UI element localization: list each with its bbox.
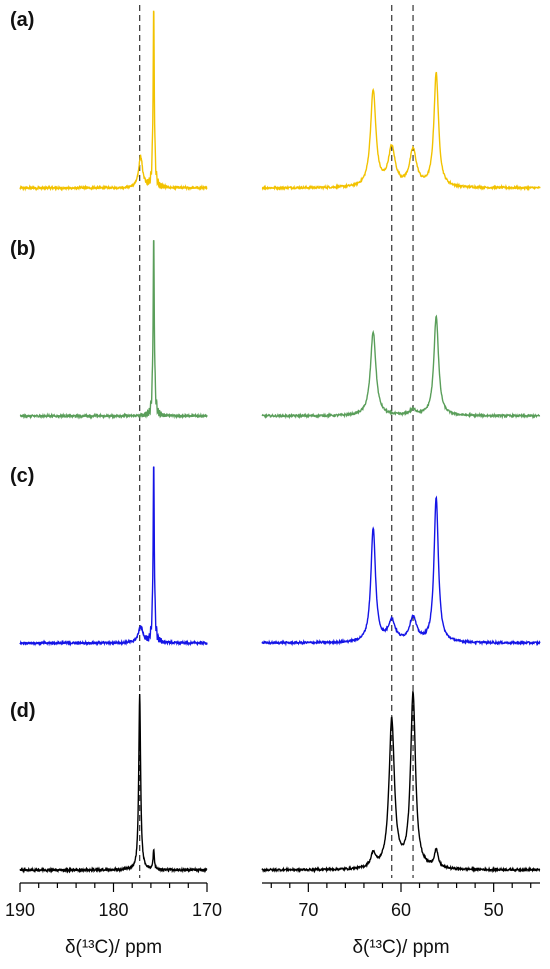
panel-label: (d) xyxy=(10,700,36,722)
spectrum-line-b-right xyxy=(261,314,541,420)
x-axis-right: 70 60 50 δ(¹³C)/ ppm xyxy=(262,882,540,958)
spectrum-line-c-left xyxy=(19,466,208,647)
panel-label: (b) xyxy=(10,238,36,260)
tick-label: 170 xyxy=(192,900,222,920)
tick-label: 50 xyxy=(484,900,504,920)
tick-label: 70 xyxy=(298,900,318,920)
panel-labels: (a) (b) (c) (d) xyxy=(10,9,36,722)
spectrum-c xyxy=(19,466,541,647)
tick-label: 190 xyxy=(5,900,35,920)
spectrum-a xyxy=(19,10,541,192)
spectrum-line-d-right xyxy=(261,691,541,874)
spectrum-line-b-left xyxy=(19,239,208,420)
spectrum-line-a-right xyxy=(261,71,541,192)
tick-label: 180 xyxy=(98,900,128,920)
spectrum-b xyxy=(19,239,541,420)
reference-lines xyxy=(139,5,414,878)
spectrum-line-a-left xyxy=(19,10,208,192)
spectrum-line-c-right xyxy=(261,495,541,647)
x-axis-title: δ(¹³C)/ ppm xyxy=(65,937,162,958)
x-axis-left: 190 180 170 δ(¹³C)/ ppm xyxy=(5,882,222,958)
spectrum-line-d-left xyxy=(19,693,208,874)
spectra xyxy=(19,10,541,874)
x-axis-title: δ(¹³C)/ ppm xyxy=(352,937,449,958)
panel-label: (c) xyxy=(10,465,34,487)
tick-label: 60 xyxy=(391,900,411,920)
panel-label: (a) xyxy=(10,9,34,31)
x-axes: 190 180 170 δ(¹³C)/ ppm 70 60 50 δ(¹³C)/ ppm xyxy=(5,882,540,958)
spectrum-d xyxy=(19,691,541,874)
